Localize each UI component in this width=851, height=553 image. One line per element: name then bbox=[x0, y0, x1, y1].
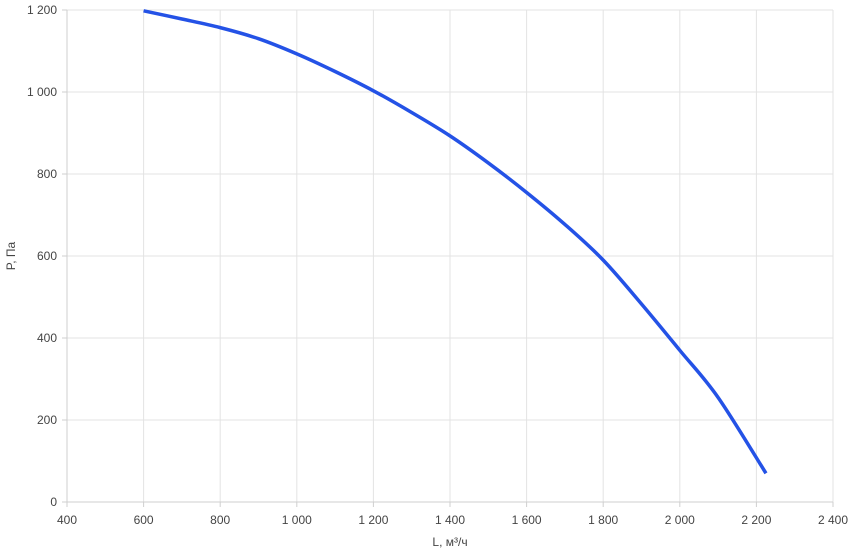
y-tick-label: 200 bbox=[37, 413, 57, 427]
x-tick-label: 600 bbox=[134, 513, 154, 527]
y-tick-label: 1 000 bbox=[27, 85, 57, 99]
x-tick-label: 2 200 bbox=[741, 513, 771, 527]
series bbox=[143, 9, 768, 475]
x-tick-label: 2 000 bbox=[665, 513, 695, 527]
x-tick-label: 1 800 bbox=[588, 513, 618, 527]
x-axis-ticks: 400 600 800 1 000 1 200 1 400 1 600 1 800 2 000 2… bbox=[57, 502, 848, 527]
grid bbox=[67, 9, 834, 502]
x-tick-label: 400 bbox=[57, 513, 77, 527]
y-axis-ticks: 0 200 400 600 800 1 000 1 200 bbox=[27, 3, 67, 509]
y-tick-label: 400 bbox=[37, 331, 57, 345]
x-tick-label: 1 000 bbox=[282, 513, 312, 527]
x-tick-label: 1 200 bbox=[358, 513, 388, 527]
y-axis-title: P, Па bbox=[4, 241, 18, 270]
x-axis-title: L, м³/ч bbox=[432, 535, 467, 549]
y-tick-label: 800 bbox=[37, 167, 57, 181]
y-tick-label: 1 200 bbox=[27, 3, 57, 17]
x-tick-label: 1 600 bbox=[512, 513, 542, 527]
y-tick-label: 0 bbox=[50, 495, 57, 509]
x-tick-label: 2 400 bbox=[818, 513, 848, 527]
y-tick-label: 600 bbox=[37, 249, 57, 263]
x-tick-label: 800 bbox=[210, 513, 230, 527]
x-tick-label: 1 400 bbox=[435, 513, 465, 527]
series-line bbox=[143, 9, 768, 475]
